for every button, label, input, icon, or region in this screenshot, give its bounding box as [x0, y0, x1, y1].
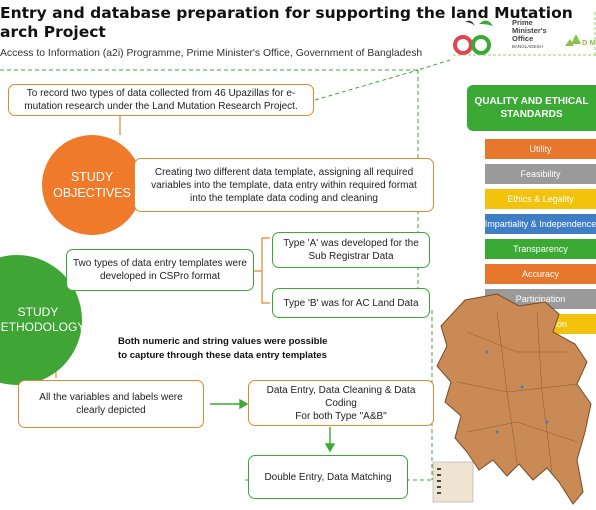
data-entry-box: Data Entry, Data Cleaning & Data Coding … [248, 380, 434, 426]
standard-item: Ethics & Legality [485, 189, 596, 209]
methodology-circle-line-1: STUDY [17, 305, 59, 319]
templates-note: Both numeric and string values were poss… [118, 335, 328, 363]
standards-heading-line-1: QUALITY AND ETHICAL [474, 96, 589, 107]
variables-box: All the variables and labels were clearl… [18, 380, 204, 428]
methodology-circle-line-2: METHODOLOGY [0, 320, 86, 334]
logo-line-4: BANGLADESH [512, 44, 543, 49]
standards-heading: QUALITY AND ETHICAL STANDARDS [467, 85, 596, 131]
bracket-types [261, 237, 270, 304]
type-b-box: Type 'B' was for AC Land Data [272, 288, 430, 318]
a2i-logo: Prime Minister's Office BANGLADESH D M [453, 12, 596, 58]
logo-line-3: Office [512, 34, 534, 43]
standard-item: Utility [485, 139, 596, 159]
objectives-circle-line-2: OBJECTIVES [53, 186, 131, 200]
standards-heading-line-2: STANDARDS [500, 109, 563, 120]
note-line-2: to capture through these data entry temp… [118, 350, 327, 361]
dashed-line-header [0, 59, 451, 71]
entry-box-line-2: For both Type "A&B" [295, 410, 387, 422]
standard-item: Transparency [485, 239, 596, 259]
standard-item: Feasibility [485, 164, 596, 184]
entry-box-line-1: Data Entry, Data Cleaning & Data Coding [266, 384, 416, 409]
title-line-1: Entry and database preparation for suppo… [0, 4, 573, 22]
study-objectives-circle: STUDY OBJECTIVES [42, 135, 142, 235]
note-line-1: Both numeric and string values were poss… [118, 336, 328, 347]
page-subtitle: Access to Information (a2i) Programme, P… [0, 48, 423, 59]
objective-record-box: To record two types of data collected fr… [8, 84, 314, 116]
partner-logo-text: D M [582, 38, 596, 47]
standard-item: Accuracy [485, 264, 596, 284]
bangladesh-map-icon [432, 293, 592, 505]
arrow-head-2 [324, 443, 336, 453]
title-line-2: arch Project [0, 23, 106, 41]
templates-box: Two types of data entry templates were d… [66, 249, 254, 291]
arrow-head-1 [239, 398, 249, 410]
dashed-line-objective [314, 69, 419, 101]
page-title: Entry and database preparation for suppo… [0, 4, 573, 42]
logo-line-1: Prime [512, 18, 533, 27]
double-entry-box: Double Entry, Data Matching [248, 455, 408, 499]
logo-line-2: Minister's [512, 26, 547, 35]
standard-item: Impartiality & Independence [485, 214, 596, 234]
objective-template-box: Creating two different data template, as… [134, 158, 434, 212]
objectives-circle-line-1: STUDY [70, 170, 114, 184]
logo-mark-icon [453, 12, 596, 56]
type-a-box: Type 'A' was developed for the Sub Regis… [272, 232, 430, 268]
